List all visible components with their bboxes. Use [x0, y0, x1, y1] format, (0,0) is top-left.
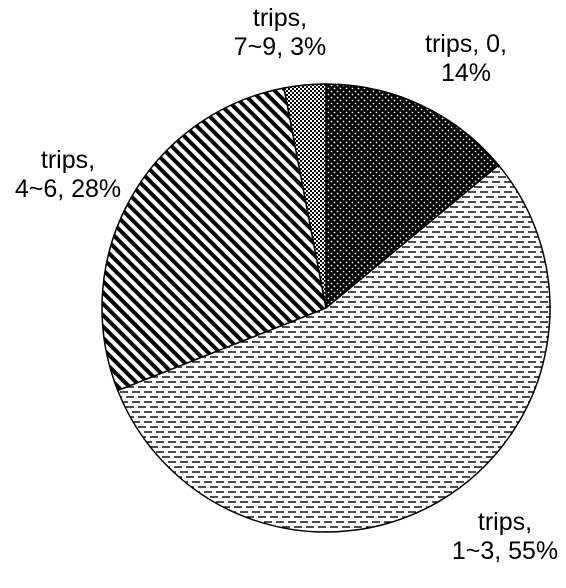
slice-label-line: 14% [441, 59, 491, 87]
slices-layer [101, 83, 551, 533]
slice-label: trips, 7~9, 3% [234, 4, 326, 61]
slice-label-line: 4~6, 28% [15, 175, 121, 203]
slice-label-line: 1~3, 55% [452, 537, 558, 565]
pie-slice [101, 87, 327, 392]
pie-slice [283, 83, 327, 309]
slice-label: trips, 1~3, 55% [452, 508, 558, 565]
slice-label: trips, 4~6, 28% [15, 146, 121, 203]
slice-label-line: trips, [478, 508, 532, 536]
pie-slice [116, 164, 551, 533]
slice-label: trips, 0, 14% [425, 30, 507, 87]
slice-label-line: trips, [41, 146, 95, 174]
pie-slice [325, 83, 500, 310]
slice-label-line: trips, 0, [425, 30, 507, 58]
slice-label-line: 7~9, 3% [234, 33, 326, 61]
labels-layer: trips, 0, 14%trips, 1~3, 55%trips, 4~6, 28%… [15, 4, 558, 565]
slice-label-line: trips, [253, 4, 307, 32]
